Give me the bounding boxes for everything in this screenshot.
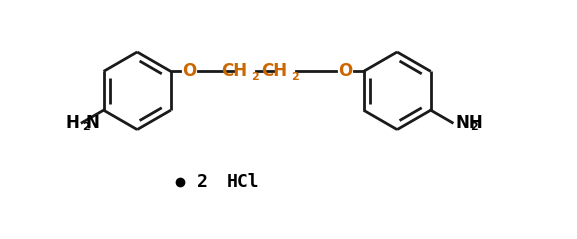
Text: HCl: HCl <box>226 173 259 190</box>
Text: CH: CH <box>221 62 247 80</box>
Text: H: H <box>65 114 79 132</box>
Text: N: N <box>85 114 99 132</box>
Text: NH: NH <box>455 114 483 132</box>
Text: CH: CH <box>261 62 287 80</box>
Text: 2: 2 <box>197 173 208 190</box>
Text: 2: 2 <box>251 72 258 82</box>
Text: 2: 2 <box>83 122 90 132</box>
Text: 2: 2 <box>470 122 478 132</box>
Text: O: O <box>338 62 352 80</box>
Text: 2: 2 <box>291 72 299 82</box>
Text: O: O <box>182 62 197 80</box>
